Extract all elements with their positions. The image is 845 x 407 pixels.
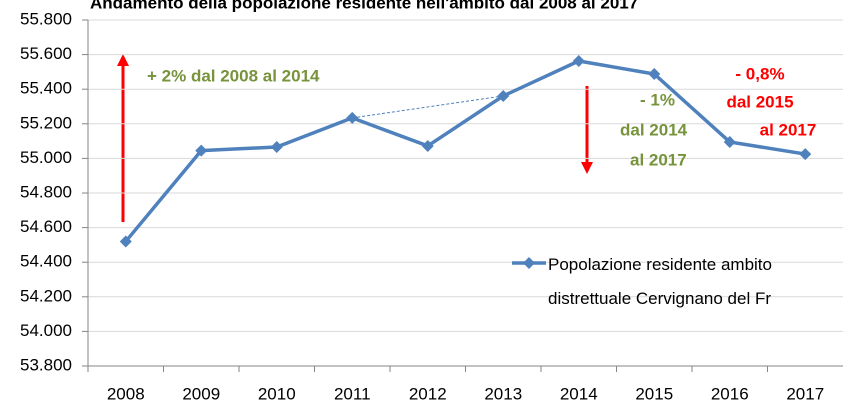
x-tick-label: 2012 <box>409 384 447 403</box>
y-tick-label: 54.600 <box>20 217 72 236</box>
point <box>799 148 812 161</box>
annotation: - 0,8% <box>735 64 784 83</box>
annotation: + 2% dal 2008 al 2014 <box>147 66 320 85</box>
point <box>421 139 434 152</box>
y-tick-label: 54.200 <box>20 286 72 305</box>
annotation: dal 2014 <box>620 120 688 139</box>
y-tick-label: 55.800 <box>20 9 72 28</box>
x-tick-label: 2009 <box>182 384 220 403</box>
point <box>648 67 661 80</box>
annotation: al 2017 <box>630 150 687 169</box>
y-tick-label: 55.000 <box>20 148 72 167</box>
x-tick-label: 2008 <box>107 384 145 403</box>
x-tick-label: 2016 <box>711 384 749 403</box>
y-tick-label: 54.000 <box>20 321 72 340</box>
legend-label: Popolazione residente ambito distrettual… <box>548 255 772 308</box>
x-tick-label: 2010 <box>258 384 296 403</box>
annotation: dal 2015 <box>726 92 793 111</box>
y-tick-label: 55.400 <box>20 79 72 98</box>
x-tick-label: 2014 <box>560 384 598 403</box>
x-tick-label: 2017 <box>786 384 824 403</box>
point <box>119 235 132 248</box>
point <box>346 111 359 124</box>
point <box>723 135 736 148</box>
annotation: al 2017 <box>760 120 817 139</box>
y-tick-label: 54.400 <box>20 252 72 271</box>
chart-title: Andamento della popolazione residente ne… <box>90 0 638 12</box>
point <box>572 55 585 68</box>
point <box>497 89 510 102</box>
point <box>270 140 283 153</box>
series-line <box>124 59 806 243</box>
connector <box>352 95 504 119</box>
y-tick-label: 55.200 <box>20 113 72 132</box>
x-tick-label: 2015 <box>635 384 673 403</box>
point <box>195 144 208 157</box>
x-tick-label: 2011 <box>334 384 371 403</box>
legend-marker <box>523 257 535 269</box>
x-tick-label: 2013 <box>484 384 522 403</box>
annotation: - 1% <box>640 90 675 109</box>
y-tick-label: 54.800 <box>20 182 72 201</box>
y-tick-label: 53.800 <box>20 355 72 374</box>
y-tick-label: 55.600 <box>20 44 72 63</box>
